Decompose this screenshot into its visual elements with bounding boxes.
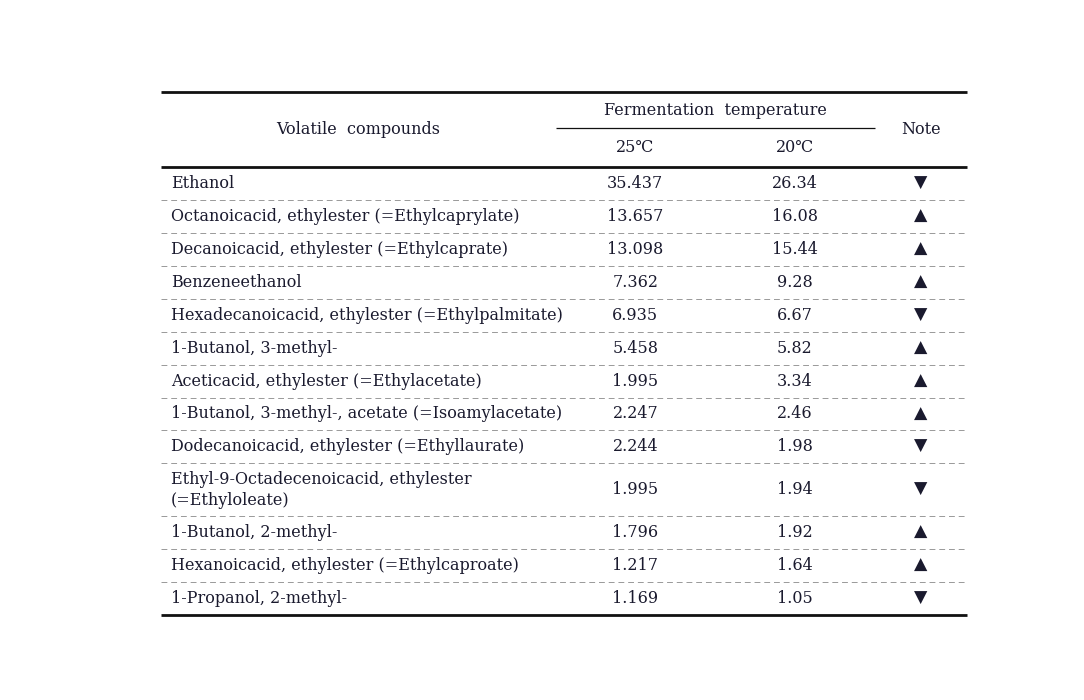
Text: 26.34: 26.34 bbox=[772, 175, 818, 192]
Text: Decanoicacid, ethylester (=Ethylcaprate): Decanoicacid, ethylester (=Ethylcaprate) bbox=[171, 241, 507, 258]
Text: ▲: ▲ bbox=[914, 274, 928, 291]
Text: 1.64: 1.64 bbox=[777, 557, 813, 574]
Text: ▼: ▼ bbox=[914, 590, 928, 607]
Text: ▲: ▲ bbox=[914, 405, 928, 423]
Text: ▲: ▲ bbox=[914, 524, 928, 541]
Text: Fermentation  temperature: Fermentation temperature bbox=[604, 102, 827, 118]
Text: Ethanol: Ethanol bbox=[171, 175, 234, 192]
Text: 1.995: 1.995 bbox=[612, 482, 658, 498]
Text: 1-Butanol, 3-methyl-, acetate (=Isoamylacetate): 1-Butanol, 3-methyl-, acetate (=Isoamyla… bbox=[171, 405, 562, 423]
Text: 7.362: 7.362 bbox=[612, 274, 658, 291]
Text: Hexadecanoicacid, ethylester (=Ethylpalmitate): Hexadecanoicacid, ethylester (=Ethylpalm… bbox=[171, 307, 563, 324]
Text: 1.217: 1.217 bbox=[612, 557, 658, 574]
Text: Octanoicacid, ethylester (=Ethylcaprylate): Octanoicacid, ethylester (=Ethylcaprylat… bbox=[171, 208, 519, 225]
Text: 6.935: 6.935 bbox=[612, 307, 658, 324]
Text: ▼: ▼ bbox=[914, 438, 928, 456]
Text: 13.657: 13.657 bbox=[607, 208, 663, 225]
Text: 35.437: 35.437 bbox=[607, 175, 663, 192]
Text: 13.098: 13.098 bbox=[607, 241, 663, 258]
Text: 20℃: 20℃ bbox=[776, 139, 814, 156]
Text: Ethyl-9-Octadecenoicacid, ethylester
(=Ethyloleate): Ethyl-9-Octadecenoicacid, ethylester (=E… bbox=[171, 471, 472, 509]
Text: ▲: ▲ bbox=[914, 208, 928, 225]
Text: 15.44: 15.44 bbox=[772, 241, 818, 258]
Text: Note: Note bbox=[901, 121, 941, 138]
Text: Volatile  compounds: Volatile compounds bbox=[276, 121, 440, 138]
Text: 2.46: 2.46 bbox=[777, 405, 813, 423]
Text: ▲: ▲ bbox=[914, 241, 928, 258]
Text: ▲: ▲ bbox=[914, 372, 928, 390]
Text: ▲: ▲ bbox=[914, 340, 928, 357]
Text: 1.169: 1.169 bbox=[612, 590, 658, 607]
Text: 5.82: 5.82 bbox=[777, 340, 813, 357]
Text: Benzeneethanol: Benzeneethanol bbox=[171, 274, 301, 291]
Text: 1.94: 1.94 bbox=[777, 482, 813, 498]
Text: 1.92: 1.92 bbox=[777, 524, 813, 541]
Text: ▼: ▼ bbox=[914, 175, 928, 192]
Text: 1.995: 1.995 bbox=[612, 372, 658, 390]
Text: 1.796: 1.796 bbox=[612, 524, 658, 541]
Text: 1.98: 1.98 bbox=[777, 438, 813, 456]
Text: ▼: ▼ bbox=[914, 307, 928, 324]
Text: 16.08: 16.08 bbox=[772, 208, 818, 225]
Text: 1.05: 1.05 bbox=[777, 590, 813, 607]
Text: 2.247: 2.247 bbox=[612, 405, 658, 423]
Text: Aceticacid, ethylester (=Ethylacetate): Aceticacid, ethylester (=Ethylacetate) bbox=[171, 372, 481, 390]
Text: 3.34: 3.34 bbox=[777, 372, 813, 390]
Text: 6.67: 6.67 bbox=[777, 307, 813, 324]
Text: 25℃: 25℃ bbox=[616, 139, 655, 156]
Text: 1-Butanol, 3-methyl-: 1-Butanol, 3-methyl- bbox=[171, 340, 337, 357]
Text: 2.244: 2.244 bbox=[612, 438, 658, 456]
Text: ▲: ▲ bbox=[914, 557, 928, 574]
Text: ▼: ▼ bbox=[914, 482, 928, 498]
Text: 1-Butanol, 2-methyl-: 1-Butanol, 2-methyl- bbox=[171, 524, 337, 541]
Text: Hexanoicacid, ethylester (=Ethylcaproate): Hexanoicacid, ethylester (=Ethylcaproate… bbox=[171, 557, 518, 574]
Text: 9.28: 9.28 bbox=[777, 274, 813, 291]
Text: 1-Propanol, 2-methyl-: 1-Propanol, 2-methyl- bbox=[171, 590, 347, 607]
Text: 5.458: 5.458 bbox=[612, 340, 658, 357]
Text: Dodecanoicacid, ethylester (=Ethyllaurate): Dodecanoicacid, ethylester (=Ethyllaurat… bbox=[171, 438, 524, 456]
